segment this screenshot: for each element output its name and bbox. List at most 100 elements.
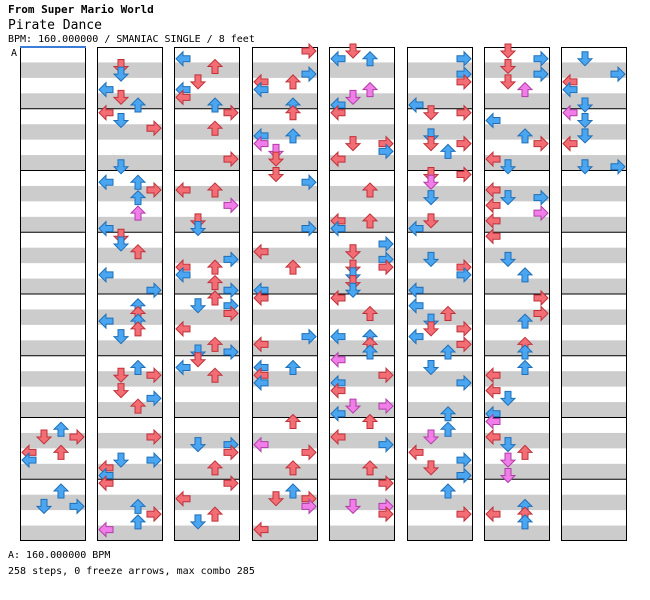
down-arrow-icon bbox=[576, 159, 594, 175]
down-arrow-icon bbox=[344, 498, 362, 515]
right-arrow-icon bbox=[301, 444, 317, 461]
beat-stripe bbox=[329, 525, 395, 541]
left-arrow-icon bbox=[408, 96, 424, 114]
chart-info: BPM: 160.000000 / SMANIAC SINGLE / 8 fee… bbox=[8, 34, 255, 45]
right-arrow-icon bbox=[301, 220, 317, 237]
right-arrow-icon bbox=[146, 451, 162, 469]
bpm-marker-label: A bbox=[11, 48, 17, 59]
right-arrow-icon bbox=[378, 143, 394, 160]
right-arrow-icon bbox=[378, 475, 394, 492]
chart-column bbox=[252, 47, 318, 541]
column-border bbox=[561, 47, 627, 541]
song-title: Pirate Dance bbox=[8, 18, 102, 33]
down-arrow-icon bbox=[35, 498, 53, 515]
down-arrow-icon bbox=[344, 398, 362, 414]
chart-column bbox=[407, 47, 473, 541]
beat-stripe bbox=[20, 525, 86, 541]
left-arrow-icon bbox=[253, 336, 269, 353]
beat-stripe bbox=[561, 371, 627, 387]
left-arrow-icon bbox=[98, 220, 114, 237]
down-arrow-icon bbox=[112, 159, 130, 175]
left-arrow-icon bbox=[485, 228, 501, 245]
down-arrow-icon bbox=[112, 236, 130, 252]
left-arrow-icon bbox=[330, 104, 346, 121]
beat-stripe bbox=[407, 309, 473, 325]
up-arrow-icon bbox=[206, 259, 224, 275]
down-arrow-icon bbox=[267, 491, 285, 507]
right-arrow-icon bbox=[456, 135, 472, 152]
bpm-list: A: 160.000000 BPM bbox=[8, 550, 111, 561]
beat-stripe bbox=[561, 525, 627, 541]
up-arrow-icon bbox=[361, 460, 379, 476]
up-arrow-icon bbox=[516, 514, 534, 530]
up-arrow-icon bbox=[284, 105, 302, 121]
down-arrow-icon bbox=[422, 321, 440, 337]
down-arrow-icon bbox=[499, 159, 517, 175]
down-arrow-icon bbox=[35, 429, 53, 445]
right-arrow-icon bbox=[378, 366, 394, 384]
up-arrow-icon bbox=[516, 128, 534, 144]
up-arrow-icon bbox=[206, 58, 224, 74]
down-arrow-icon bbox=[267, 151, 285, 167]
right-arrow-icon bbox=[146, 282, 162, 299]
right-arrow-icon bbox=[456, 104, 472, 121]
right-arrow-icon bbox=[301, 498, 317, 515]
right-arrow-icon bbox=[456, 467, 472, 484]
up-arrow-icon bbox=[284, 413, 302, 429]
beat-stripe bbox=[174, 525, 240, 541]
up-arrow-icon bbox=[129, 205, 147, 221]
column-border bbox=[329, 47, 395, 541]
right-arrow-icon bbox=[223, 104, 239, 121]
right-arrow-icon bbox=[301, 42, 317, 60]
beat-stripe bbox=[252, 93, 318, 109]
left-arrow-icon bbox=[485, 428, 501, 446]
left-arrow-icon bbox=[562, 135, 578, 152]
right-arrow-icon bbox=[456, 505, 472, 523]
beat-stripe bbox=[97, 247, 163, 264]
left-arrow-icon bbox=[175, 490, 191, 507]
right-arrow-icon bbox=[533, 204, 549, 222]
left-arrow-icon bbox=[253, 243, 269, 260]
beat-stripe bbox=[407, 247, 473, 264]
beat-stripe bbox=[20, 216, 86, 233]
up-arrow-icon bbox=[129, 359, 147, 375]
beat-stripe bbox=[97, 93, 163, 109]
beat-stripe bbox=[329, 309, 395, 325]
up-arrow-icon bbox=[129, 398, 147, 414]
up-arrow-icon bbox=[361, 305, 379, 321]
beat-stripe bbox=[20, 402, 86, 418]
beat-stripe bbox=[484, 124, 550, 140]
right-arrow-icon bbox=[223, 475, 239, 492]
left-arrow-icon bbox=[330, 50, 346, 67]
left-arrow-icon bbox=[485, 112, 501, 129]
beat-stripe bbox=[561, 432, 627, 449]
beat-stripe bbox=[329, 185, 395, 202]
down-arrow-icon bbox=[189, 514, 207, 530]
beat-stripe bbox=[174, 402, 240, 418]
beat-stripe bbox=[561, 185, 627, 202]
left-arrow-icon bbox=[21, 451, 37, 469]
left-arrow-icon bbox=[485, 197, 501, 214]
up-arrow-icon bbox=[439, 344, 457, 360]
down-arrow-icon bbox=[422, 429, 440, 445]
down-arrow-icon bbox=[499, 468, 517, 484]
right-arrow-icon bbox=[456, 73, 472, 91]
left-arrow-icon bbox=[485, 181, 501, 199]
up-arrow-icon bbox=[439, 421, 457, 437]
down-arrow-icon bbox=[576, 97, 594, 113]
beat-stripe bbox=[561, 402, 627, 418]
down-arrow-icon bbox=[422, 213, 440, 229]
left-arrow-icon bbox=[330, 428, 346, 446]
up-arrow-icon bbox=[52, 483, 70, 499]
beat-stripe bbox=[329, 124, 395, 140]
beat-stripe bbox=[561, 494, 627, 511]
down-arrow-icon bbox=[267, 167, 285, 183]
down-arrow-icon bbox=[422, 105, 440, 121]
beat-stripe bbox=[407, 185, 473, 202]
right-arrow-icon bbox=[378, 505, 394, 523]
right-arrow-icon bbox=[378, 436, 394, 453]
right-arrow-icon bbox=[533, 50, 549, 67]
up-arrow-icon bbox=[284, 259, 302, 275]
up-arrow-icon bbox=[206, 336, 224, 352]
